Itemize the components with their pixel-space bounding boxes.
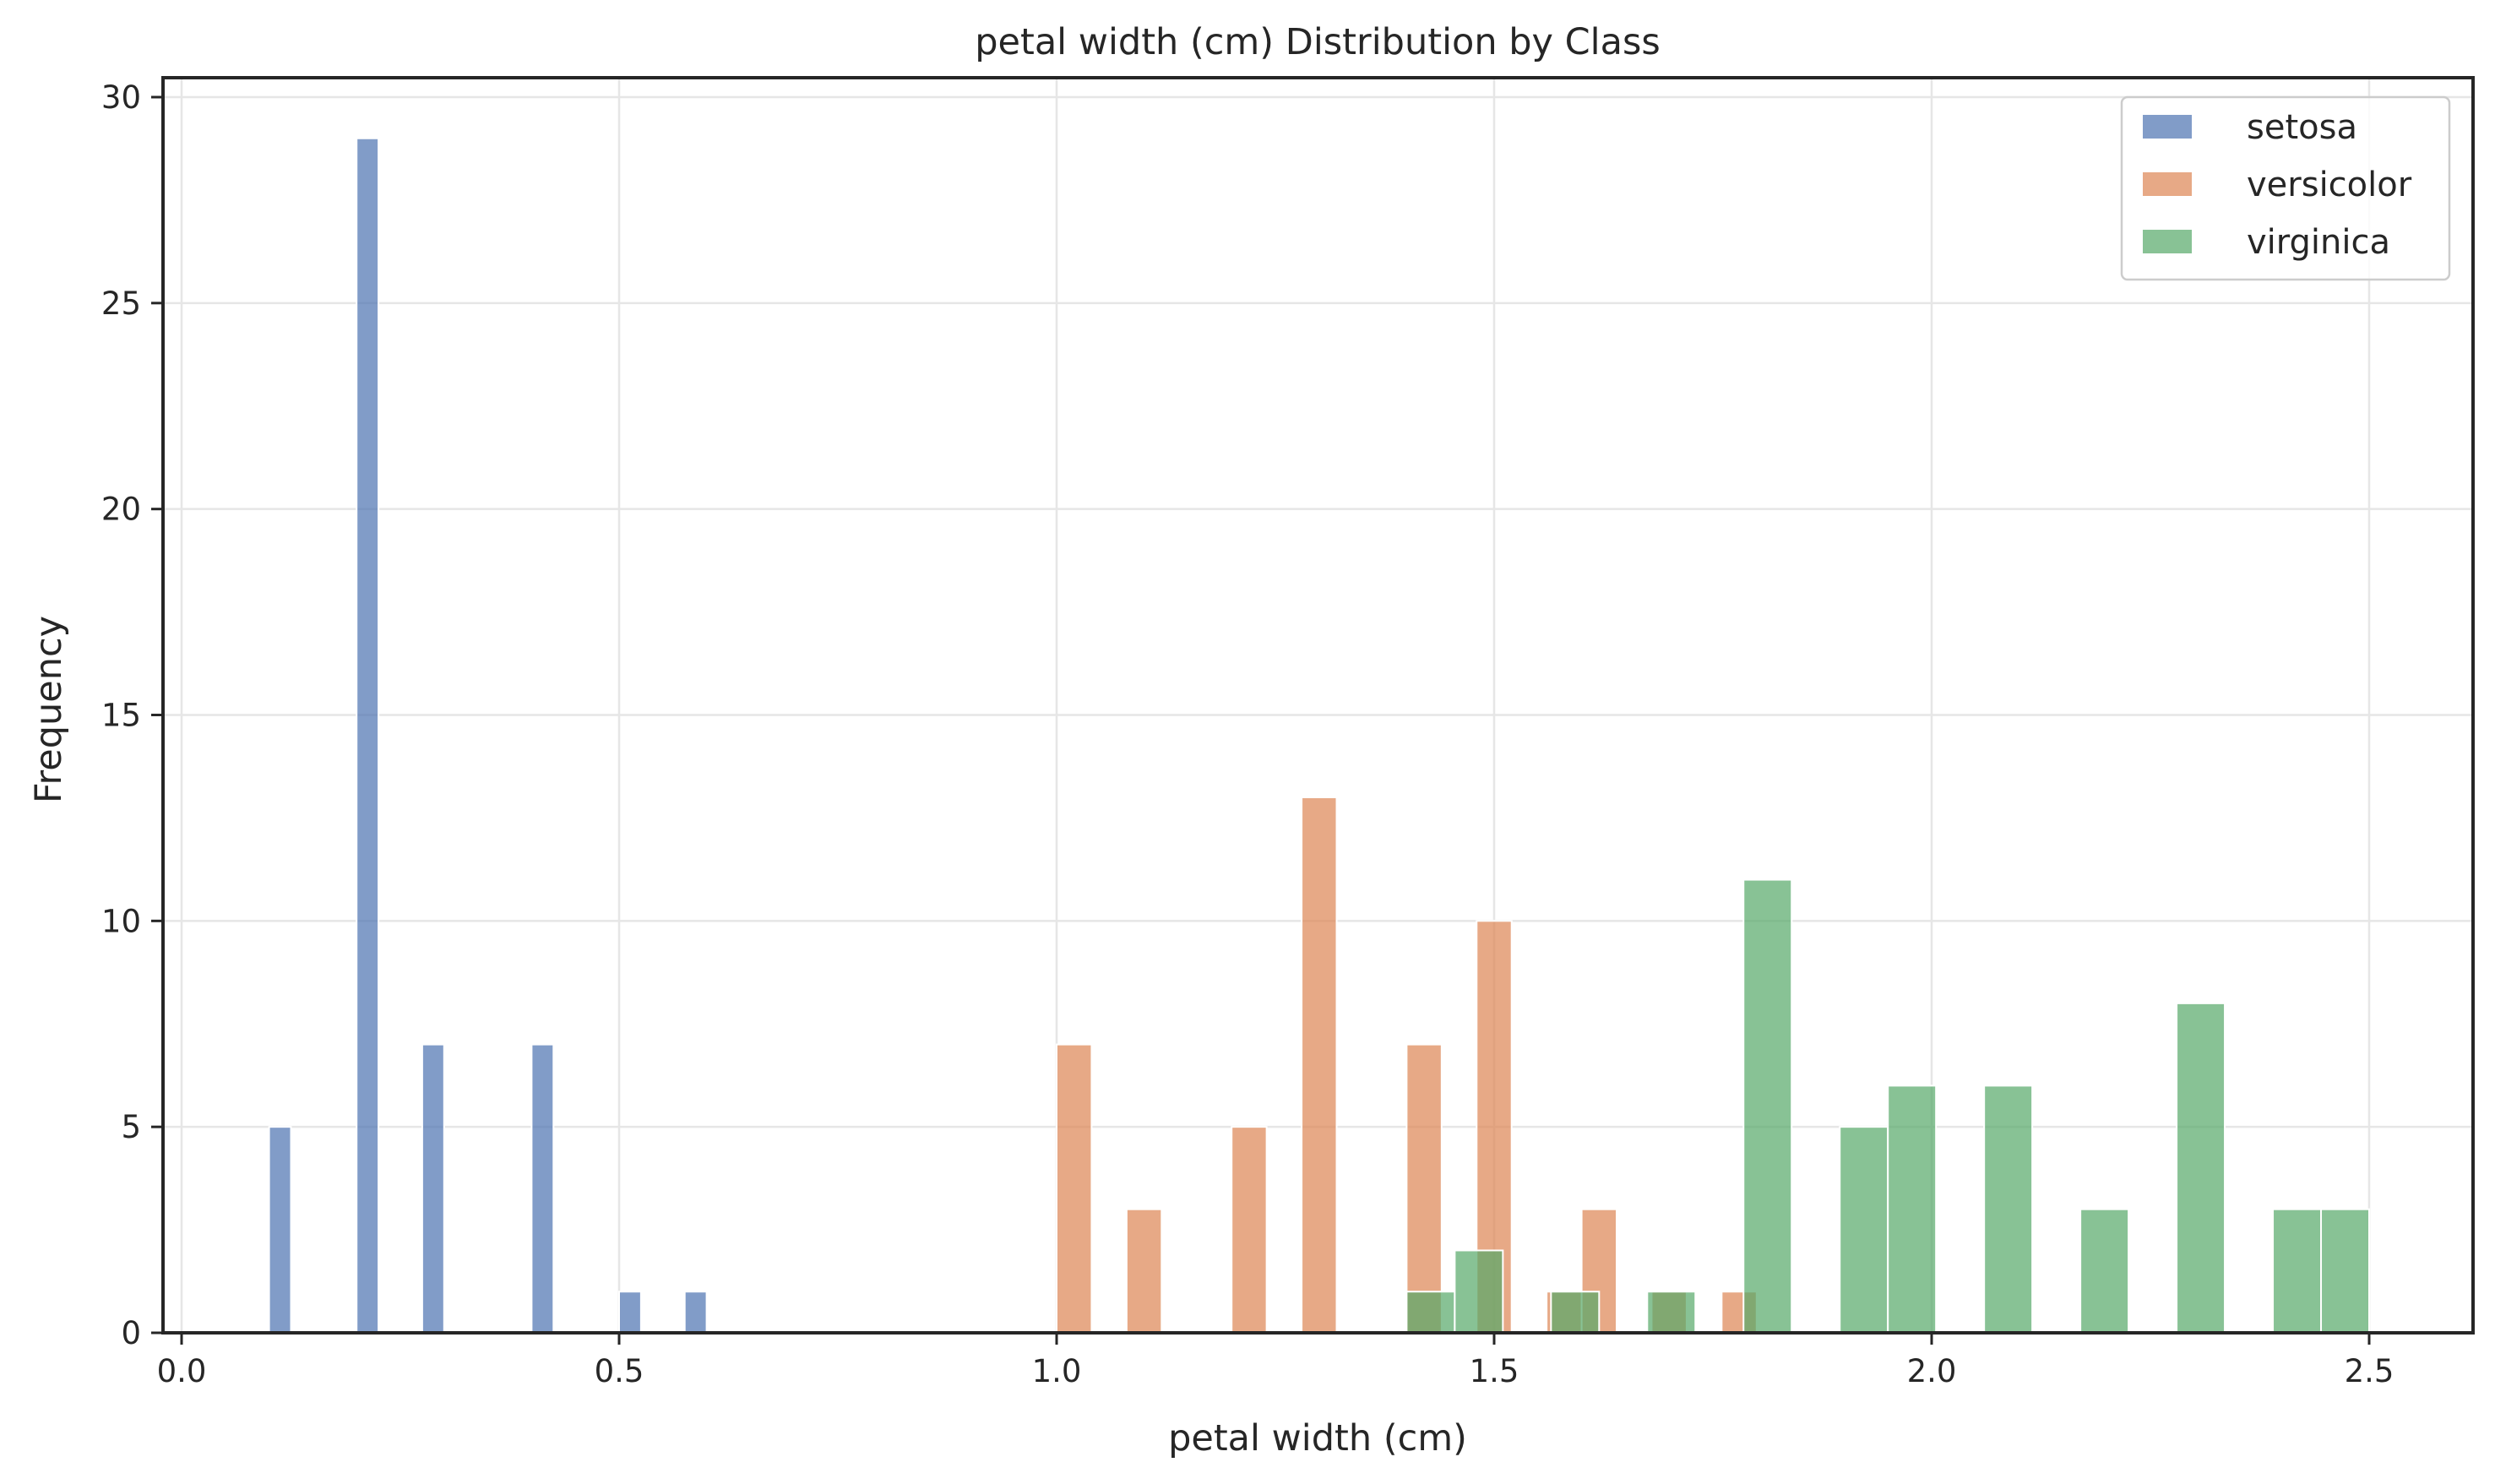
legend-label-versicolor: versicolor [2247, 166, 2412, 204]
virginica-bar [1983, 1084, 2034, 1335]
virginica-bar [2079, 1208, 2130, 1334]
y-tick-label: 30 [101, 79, 141, 116]
legend-label-virginica: virginica [2247, 223, 2390, 262]
virginica-bar [2272, 1208, 2323, 1334]
virginica-bar [2320, 1208, 2371, 1334]
versicolor-bar [1301, 796, 1338, 1334]
setosa-bar [683, 1291, 708, 1334]
x-tick-label: 1.5 [1470, 1353, 1519, 1389]
x-tick-label: 2.0 [1907, 1353, 1957, 1389]
y-tick-label: 5 [121, 1109, 141, 1145]
virginica-bar [1839, 1126, 1889, 1334]
virginica-bar [1550, 1291, 1601, 1334]
y-tick-label: 10 [101, 903, 141, 939]
bars [268, 137, 2371, 1335]
y-tick-label: 0 [121, 1315, 141, 1351]
x-tick-label: 0.0 [157, 1353, 207, 1389]
setosa-bar [268, 1126, 292, 1334]
setosa-bar [356, 137, 380, 1334]
legend: setosa versicolor virginica [2120, 95, 2451, 281]
setosa-bar [421, 1043, 445, 1334]
setosa-bar [530, 1043, 555, 1334]
x-tick-label: 1.0 [1032, 1353, 1082, 1389]
setosa-bar [618, 1291, 642, 1334]
y-tick-label: 15 [101, 698, 141, 734]
versicolor-bar [1231, 1126, 1268, 1334]
virginica-bar [1405, 1291, 1456, 1334]
plot-frame [161, 76, 2475, 1335]
legend-frame [2120, 95, 2451, 281]
y-tick-label: 25 [101, 285, 141, 322]
legend-swatch-setosa [2143, 115, 2192, 139]
virginica-bar [2176, 1002, 2226, 1335]
legend-label-setosa: setosa [2247, 108, 2357, 147]
y-axis-label: Frequency [28, 616, 70, 803]
versicolor-bar [1125, 1208, 1163, 1334]
virginica-bar [1646, 1291, 1697, 1334]
virginica-bar [1887, 1084, 1938, 1335]
versicolor-bar [1056, 1043, 1093, 1334]
legend-swatch-versicolor [2143, 172, 2192, 196]
x-tick-label: 0.5 [595, 1353, 644, 1389]
versicolor-bar [1405, 1043, 1443, 1334]
virginica-bar [1454, 1249, 1504, 1335]
virginica-bar [1742, 878, 1793, 1334]
x-axis-label: petal width (cm) [1168, 1417, 1467, 1460]
x-tick-label: 2.5 [2345, 1353, 2394, 1389]
chart-title: petal width (cm) Distribution by Class [975, 21, 1661, 63]
y-tick-label: 20 [101, 492, 141, 528]
axis-ticks: 0.0 0.5 1.0 1.5 2.0 2.5 0 5 10 15 20 25 30 [101, 79, 2394, 1389]
legend-swatch-virginica [2143, 230, 2192, 253]
